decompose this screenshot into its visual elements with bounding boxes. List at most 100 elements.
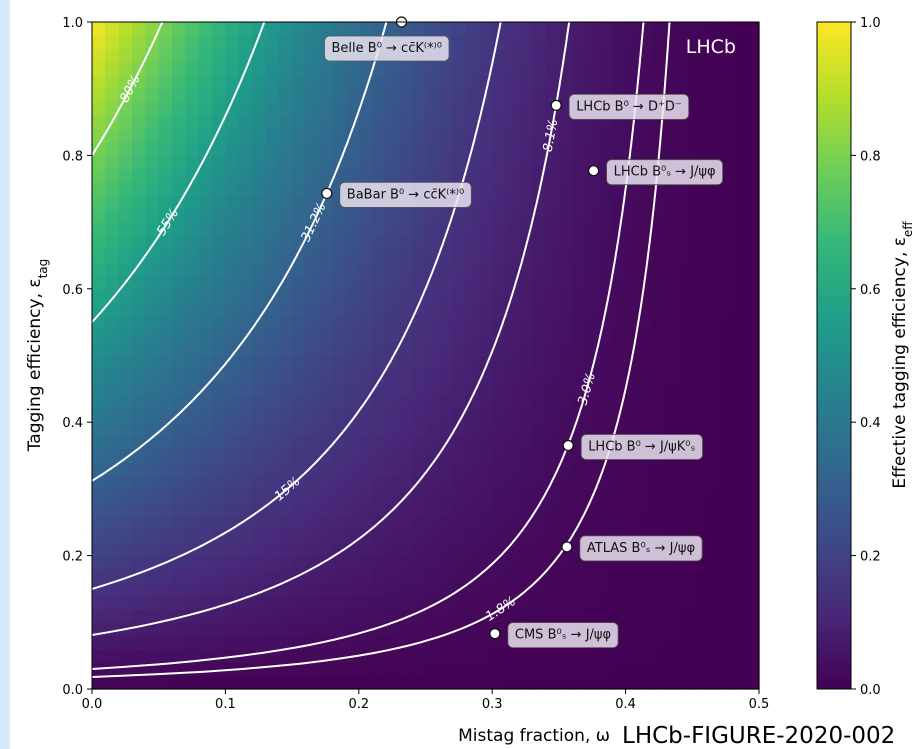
heatmap-cell <box>385 515 400 530</box>
heatmap-cell <box>452 462 467 477</box>
heatmap-cell <box>198 275 213 290</box>
heatmap-cell <box>638 328 653 343</box>
heatmap-cell <box>598 595 613 610</box>
heatmap-cell <box>705 128 720 143</box>
heatmap-cell <box>745 608 760 623</box>
heatmap-cell <box>438 462 453 477</box>
y-axis-title: Tagging efficiency, εtag <box>25 259 50 453</box>
heatmap-cell <box>398 462 413 477</box>
heatmap-cell <box>292 355 307 370</box>
heatmap-cell <box>612 355 627 370</box>
heatmap-cell <box>318 622 333 637</box>
heatmap-cell <box>572 568 587 583</box>
heatmap-cell <box>505 235 520 250</box>
heatmap-cell <box>425 222 440 237</box>
heatmap-cell <box>558 382 573 397</box>
heatmap-cell <box>532 408 547 423</box>
heatmap-cell <box>265 448 280 463</box>
heatmap-cell <box>465 662 480 677</box>
heatmap-cell <box>252 648 267 663</box>
heatmap-cell <box>652 35 667 50</box>
heatmap-cell <box>332 488 347 503</box>
heatmap-cell <box>678 22 693 36</box>
heatmap-cell <box>92 515 106 530</box>
heatmap-cell <box>732 675 747 690</box>
heatmap-cell <box>185 502 200 517</box>
heatmap-cell <box>492 275 507 290</box>
heatmap-cell <box>225 422 240 437</box>
heatmap-cell <box>385 622 400 637</box>
heatmap-cell <box>252 422 267 437</box>
x-tick-label: 0.2 <box>348 697 369 712</box>
heatmap-cell <box>505 315 520 330</box>
heatmap-cell <box>732 235 747 250</box>
heatmap-cell <box>718 22 733 36</box>
heatmap-cell <box>625 75 640 90</box>
heatmap-cell <box>358 528 373 543</box>
heatmap-cell <box>145 155 160 170</box>
heatmap-cell <box>292 328 307 343</box>
heatmap-cell <box>305 288 320 303</box>
heatmap-cell <box>745 435 760 450</box>
contour-line <box>91 21 671 678</box>
heatmap-cell <box>598 475 613 490</box>
heatmap-cell <box>198 382 213 397</box>
heatmap-cell <box>265 328 280 343</box>
heatmap-cell <box>332 355 347 370</box>
heatmap-cell <box>718 515 733 530</box>
contour-line <box>91 21 388 482</box>
heatmap-cell <box>732 488 747 503</box>
heatmap-cell <box>705 528 720 543</box>
heatmap-cell <box>518 302 533 317</box>
heatmap-cell <box>292 622 307 637</box>
heatmap-cell <box>412 88 427 103</box>
heatmap-cell <box>532 275 547 290</box>
heatmap-cell <box>625 248 640 263</box>
heatmap-cell <box>105 328 120 343</box>
heatmap-cell <box>145 88 160 103</box>
heatmap-cell <box>678 382 693 397</box>
heatmap-cell <box>745 288 760 303</box>
heatmap-cell <box>198 368 213 383</box>
heatmap-cell <box>225 168 240 183</box>
heatmap-cell <box>252 142 267 156</box>
heatmap-cell <box>292 502 307 517</box>
heatmap-cell <box>558 368 573 383</box>
heatmap-cell <box>705 342 720 357</box>
heatmap-cell <box>198 475 213 490</box>
heatmap-cell <box>92 88 106 103</box>
heatmap-cell <box>265 368 280 383</box>
heatmap-cell <box>532 195 547 210</box>
heatmap-cell <box>118 422 133 437</box>
heatmap-cell <box>212 142 226 156</box>
heatmap-cell <box>332 222 347 237</box>
heatmap-cell <box>425 88 440 103</box>
heatmap-cell <box>625 488 640 503</box>
heatmap-cell <box>505 462 520 477</box>
heatmap-cell <box>398 515 413 530</box>
heatmap-cell <box>345 635 360 650</box>
heatmap-cell <box>732 555 747 570</box>
heatmap-cell <box>118 475 133 490</box>
heatmap-cell <box>572 128 587 143</box>
heatmap-cell <box>358 222 373 237</box>
heatmap-cell <box>425 568 440 583</box>
heatmap-cell <box>345 448 360 463</box>
plot-border <box>91 21 760 690</box>
heatmap-cell <box>598 662 613 677</box>
heatmap-cell <box>358 435 373 450</box>
heatmap-cell <box>198 208 213 223</box>
heatmap-cell <box>145 302 160 317</box>
heatmap-cell <box>545 262 560 277</box>
point-label: BaBar B⁰ → cc̄K⁽*⁾⁰ <box>347 187 464 202</box>
heatmap-cell <box>518 208 533 223</box>
heatmap-cell <box>292 395 307 410</box>
heatmap-cell <box>745 635 760 650</box>
heatmap-cell <box>572 462 587 477</box>
heatmap-cell <box>132 355 146 370</box>
heatmap-cell <box>572 62 587 76</box>
heatmap-cell <box>518 595 533 610</box>
heatmap-cell <box>385 662 400 677</box>
heatmap-cell <box>118 128 133 143</box>
measurement-point: CMS B⁰ₛ → J/ψφ <box>489 622 619 648</box>
